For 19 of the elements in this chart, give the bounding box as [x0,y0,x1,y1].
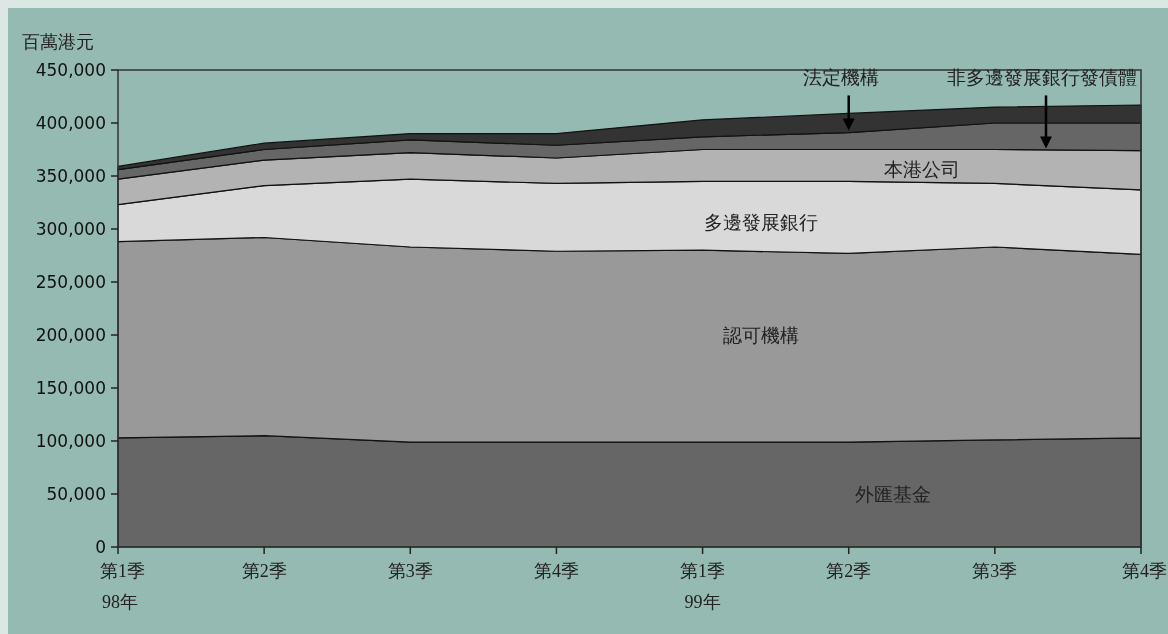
y-tick-label: 200,000 [35,325,106,345]
x-tick-label: 第3季 [387,561,433,581]
x-tick-label: 第4季 [1122,561,1167,581]
y-tick-label: 450,000 [35,60,106,80]
x-tick-label: 第2季 [826,561,872,581]
y-tick-label: 0 [95,537,106,557]
y-axis-title: 百萬港元 [22,32,94,52]
x-tick-label: 第3季 [972,561,1018,581]
y-tick-label: 400,000 [35,113,106,133]
y-tick-label: 300,000 [35,219,106,239]
y-tick-label: 50,000 [46,484,106,504]
x-tick-label: 第1季 98年 [100,561,145,612]
y-tick-label: 350,000 [35,166,106,186]
x-tick-label: 第2季 [241,561,287,581]
x-tick-label: 第4季 [533,561,579,581]
y-tick-label: 150,000 [35,378,106,398]
y-tick-label: 250,000 [35,272,106,292]
y-tick-label: 100,000 [35,431,106,451]
x-tick-label: 第1季 99年 [680,561,726,612]
